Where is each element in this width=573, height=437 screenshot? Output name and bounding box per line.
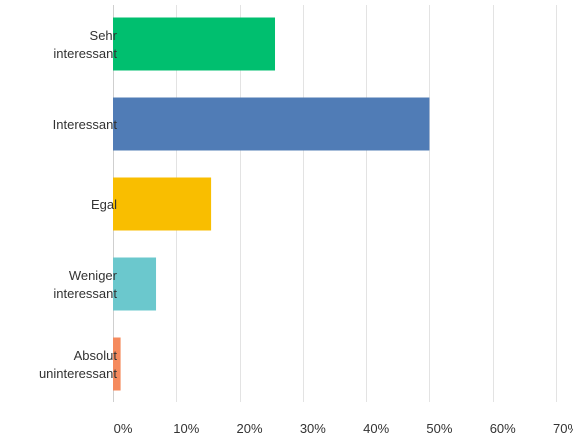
category-labels: Sehr interessant Interessant Egal Weniger int…	[39, 28, 118, 381]
category-label-4-0: Absolut	[74, 348, 118, 363]
x-tick-label-70: 70%	[553, 421, 573, 436]
category-label-2-0: Egal	[91, 197, 117, 212]
bar-0	[113, 17, 276, 71]
x-tick-label-40: 40%	[363, 421, 389, 436]
bar-2	[113, 177, 212, 231]
x-axis-tick-labels: 0% 10% 20% 30% 40% 50% 60% 70%	[114, 421, 573, 436]
gridlines	[113, 5, 557, 402]
bars	[113, 17, 430, 391]
category-label-3-1: interessant	[53, 286, 117, 301]
bar-4	[113, 337, 121, 391]
category-label-0-0: Sehr	[90, 28, 118, 43]
category-label-4-1: uninteressant	[39, 366, 117, 381]
category-label-0-1: interessant	[53, 46, 117, 61]
x-tick-label-30: 30%	[300, 421, 326, 436]
x-tick-label-20: 20%	[237, 421, 263, 436]
category-label-3-0: Weniger	[69, 268, 118, 283]
category-label-1-0: Interessant	[53, 117, 118, 132]
bar-3	[113, 257, 157, 311]
x-tick-label-60: 60%	[490, 421, 516, 436]
x-tick-label-10: 10%	[173, 421, 199, 436]
bar-1	[113, 97, 430, 151]
x-tick-label-0: 0%	[114, 421, 133, 436]
x-tick-label-50: 50%	[426, 421, 452, 436]
